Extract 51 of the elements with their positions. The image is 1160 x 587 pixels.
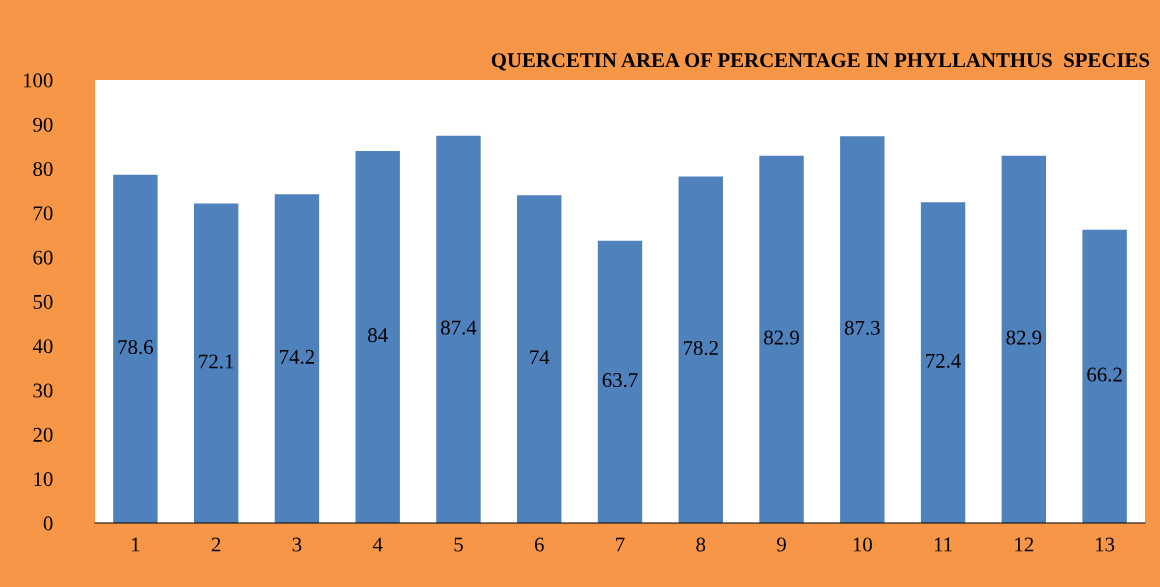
data-label: 74.2 — [280, 349, 314, 364]
x-tick-label: 2 — [211, 537, 221, 552]
y-tick-label: 40 — [32, 339, 53, 354]
data-label: 66.2 — [1087, 367, 1122, 382]
bar — [920, 202, 966, 523]
chart-title: QUERCETIN AREA OF PERCENTAGE IN PHYLLANTHUS SPECIES — [491, 53, 1150, 71]
x-tick-label: 10 — [853, 537, 872, 552]
data-label: 72.1 — [199, 354, 234, 369]
y-tick-label: 100 — [23, 73, 53, 88]
y-tick-label: 30 — [33, 383, 53, 398]
x-tick-label: 1 — [132, 537, 140, 552]
bar — [678, 176, 723, 523]
bar — [113, 174, 158, 523]
y-tick-label: 10 — [34, 472, 53, 487]
x-tick-label: 13 — [1096, 537, 1115, 552]
data-label: 82.9 — [764, 330, 799, 345]
bar — [355, 150, 400, 523]
data-label: 82.9 — [1006, 330, 1042, 345]
y-tick-label: 20 — [33, 427, 53, 442]
x-tick-label: 9 — [777, 537, 786, 552]
y-tick-label: 50 — [33, 294, 53, 309]
data-label: 87.4 — [441, 320, 477, 335]
bar — [274, 194, 320, 523]
data-label: 74 — [530, 350, 550, 365]
x-tick-label: 5 — [454, 537, 463, 552]
x-tick-label: 3 — [292, 537, 302, 552]
data-label: 87.3 — [844, 320, 880, 335]
x-tick-label: 4 — [372, 537, 383, 552]
bar — [517, 195, 562, 523]
y-tick-label: 80 — [33, 161, 53, 177]
bar — [436, 135, 481, 523]
x-tick-label: 8 — [696, 537, 706, 552]
data-label: 72.4 — [926, 353, 961, 368]
bar — [597, 240, 643, 523]
x-tick-label: 7 — [616, 537, 625, 552]
data-label: 63.7 — [602, 373, 638, 388]
data-label: 84 — [368, 328, 388, 343]
data-label: 78.6 — [118, 340, 153, 355]
bar — [759, 155, 804, 523]
x-tick-label: 12 — [1015, 537, 1034, 552]
bar — [840, 136, 885, 523]
y-tick-label: 90 — [33, 117, 53, 132]
bar — [193, 203, 239, 523]
data-label: 78.2 — [683, 340, 718, 356]
y-tick-label: 0 — [43, 516, 53, 531]
bar — [1082, 229, 1127, 523]
bar — [1001, 155, 1047, 523]
x-tick-label: 6 — [534, 537, 544, 552]
y-tick-label: 70 — [33, 206, 53, 221]
x-tick-label: 11 — [934, 537, 952, 552]
y-tick-label: 60 — [33, 250, 53, 265]
